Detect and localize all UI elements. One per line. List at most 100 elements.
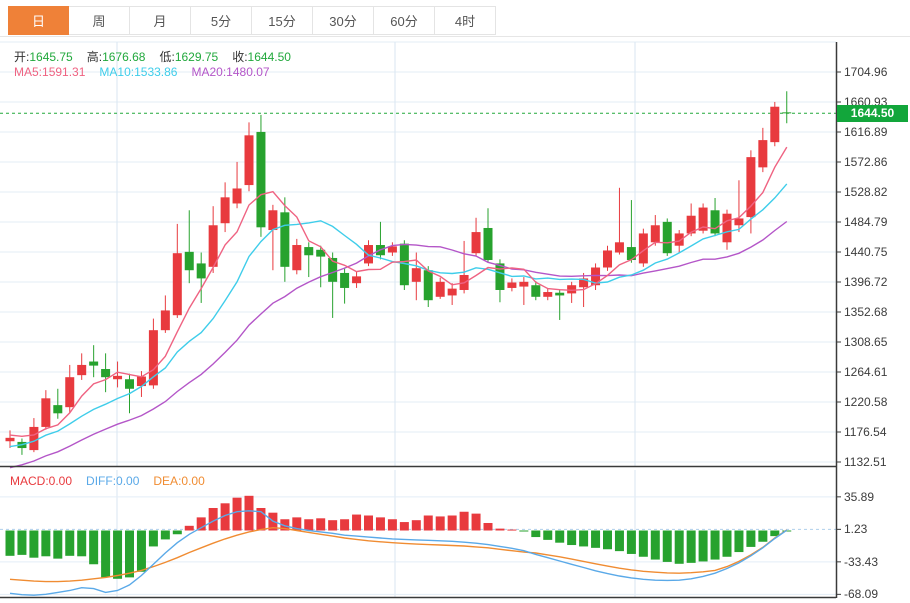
- candle-body: [447, 288, 457, 296]
- macd-hist-bar: [567, 530, 577, 546]
- candle-body: [160, 310, 170, 331]
- candle-body: [268, 210, 278, 231]
- macd-hist-bar: [614, 530, 624, 552]
- candle-body: [746, 157, 756, 218]
- legend-item: 高:1676.68: [86, 50, 146, 64]
- tab-15min[interactable]: 15分: [252, 6, 313, 35]
- macd-legend: MACD:0.00 DIFF:0.00 DEA:0.00: [10, 474, 219, 488]
- macd-hist-bar: [292, 517, 302, 531]
- price-axis-label: 1616.89: [844, 125, 888, 139]
- candle-body: [614, 242, 624, 253]
- candle-body: [53, 405, 63, 414]
- candle-body: [423, 270, 433, 301]
- macd-hist-bar: [734, 530, 744, 553]
- tab-60min[interactable]: 60分: [374, 6, 435, 35]
- macd-hist-bar: [17, 530, 27, 555]
- candle-body: [364, 245, 373, 264]
- candle-body: [686, 215, 696, 234]
- candle-body: [495, 263, 505, 290]
- candle-body: [591, 267, 601, 286]
- price-axis-label: 1352.68: [844, 305, 888, 319]
- price-axis-label: 1308.65: [844, 335, 888, 349]
- candle-body: [77, 364, 87, 376]
- legend-item: 收:1644.50: [232, 50, 291, 64]
- legend-item: MA20:1480.07: [191, 65, 270, 79]
- macd-hist-bar: [208, 507, 218, 531]
- diff-line: [9, 510, 788, 596]
- dea-line: [9, 526, 788, 583]
- macd-hist-bar: [459, 511, 469, 531]
- last-price-tag: 1644.50: [837, 105, 908, 123]
- candle-body: [125, 379, 134, 389]
- candle-body: [232, 188, 242, 204]
- macd-hist-bar: [543, 530, 553, 540]
- candle-body: [184, 251, 194, 271]
- macd-hist-bar: [603, 530, 612, 550]
- candle-body: [650, 225, 660, 243]
- macd-hist-bar: [160, 530, 170, 540]
- macd-hist-bar: [136, 530, 146, 572]
- tab-daily[interactable]: 日: [8, 6, 69, 35]
- candle-body: [519, 281, 529, 287]
- candle-body: [435, 281, 445, 297]
- legend-item: MA10:1533.86: [99, 65, 178, 79]
- candle-body: [292, 245, 302, 271]
- price-axis-label: 1176.54: [844, 425, 887, 439]
- tab-monthly[interactable]: 月: [130, 6, 191, 35]
- macd-hist-bar: [172, 530, 182, 535]
- candle-body: [399, 243, 409, 286]
- tab-30min[interactable]: 30分: [313, 6, 374, 35]
- macd-hist-bar: [722, 530, 732, 557]
- macd-hist-bar: [471, 513, 481, 531]
- macd-hist-bar: [41, 530, 51, 557]
- candle-body: [579, 278, 589, 288]
- candle-body: [29, 426, 39, 451]
- macd-hist-bar: [196, 517, 206, 531]
- price-axis-label: 1396.72: [844, 275, 888, 289]
- legend-item: DEA:0.00: [153, 474, 205, 488]
- candle-body: [626, 247, 636, 261]
- legend-item: 低:1629.75: [159, 50, 219, 64]
- candle-body: [567, 285, 577, 294]
- macd-hist-bar: [101, 530, 111, 578]
- candle-body: [662, 221, 672, 254]
- candle-body: [555, 292, 565, 296]
- macd-hist-bar: [316, 518, 326, 531]
- candle-body: [734, 218, 744, 226]
- tab-5min[interactable]: 5分: [191, 6, 252, 35]
- macd-hist-bar: [184, 525, 194, 531]
- macd-hist-bar: [387, 519, 397, 531]
- macd-hist-bar: [555, 530, 565, 543]
- ohlc-legend: 开:1645.75 高:1676.68 低:1629.75 收:1644.50: [14, 48, 305, 65]
- ma-legend: MA5:1591.31 MA10:1533.86 MA20:1480.07: [14, 65, 284, 79]
- macd-hist-bar: [638, 530, 648, 557]
- tab-4hour[interactable]: 4时: [435, 6, 496, 35]
- macd-hist-bar: [375, 517, 385, 531]
- macd-hist-bar: [650, 530, 660, 560]
- macd-hist-bar: [65, 530, 75, 556]
- macd-hist-bar: [220, 503, 230, 531]
- timeframe-tabbar: 日周月 5分 15分 30分 60分 4时: [8, 6, 496, 37]
- legend-item: MACD:0.00: [10, 474, 73, 488]
- candle-body: [172, 253, 182, 316]
- candle-body: [638, 233, 648, 264]
- macd-hist-bar: [519, 530, 529, 532]
- macd-hist-bar: [758, 530, 768, 542]
- macd-hist-bar: [125, 530, 134, 578]
- macd-hist-bar: [531, 530, 541, 538]
- macd-hist-bar: [423, 515, 433, 531]
- macd-axis-label: 35.89: [844, 489, 875, 504]
- price-axis-label: 1572.86: [844, 154, 888, 169]
- macd-hist-bar: [674, 530, 684, 564]
- candle-body: [471, 232, 481, 254]
- macd-hist-bar: [29, 530, 39, 558]
- candle-body: [136, 376, 146, 387]
- tab-weekly[interactable]: 周: [69, 6, 130, 35]
- macd-hist-bar: [770, 530, 780, 537]
- price-axis-label: 1484.79: [844, 215, 888, 229]
- candle-body: [411, 268, 421, 282]
- macd-hist-bar: [148, 530, 158, 547]
- macd-hist-bar: [89, 530, 99, 565]
